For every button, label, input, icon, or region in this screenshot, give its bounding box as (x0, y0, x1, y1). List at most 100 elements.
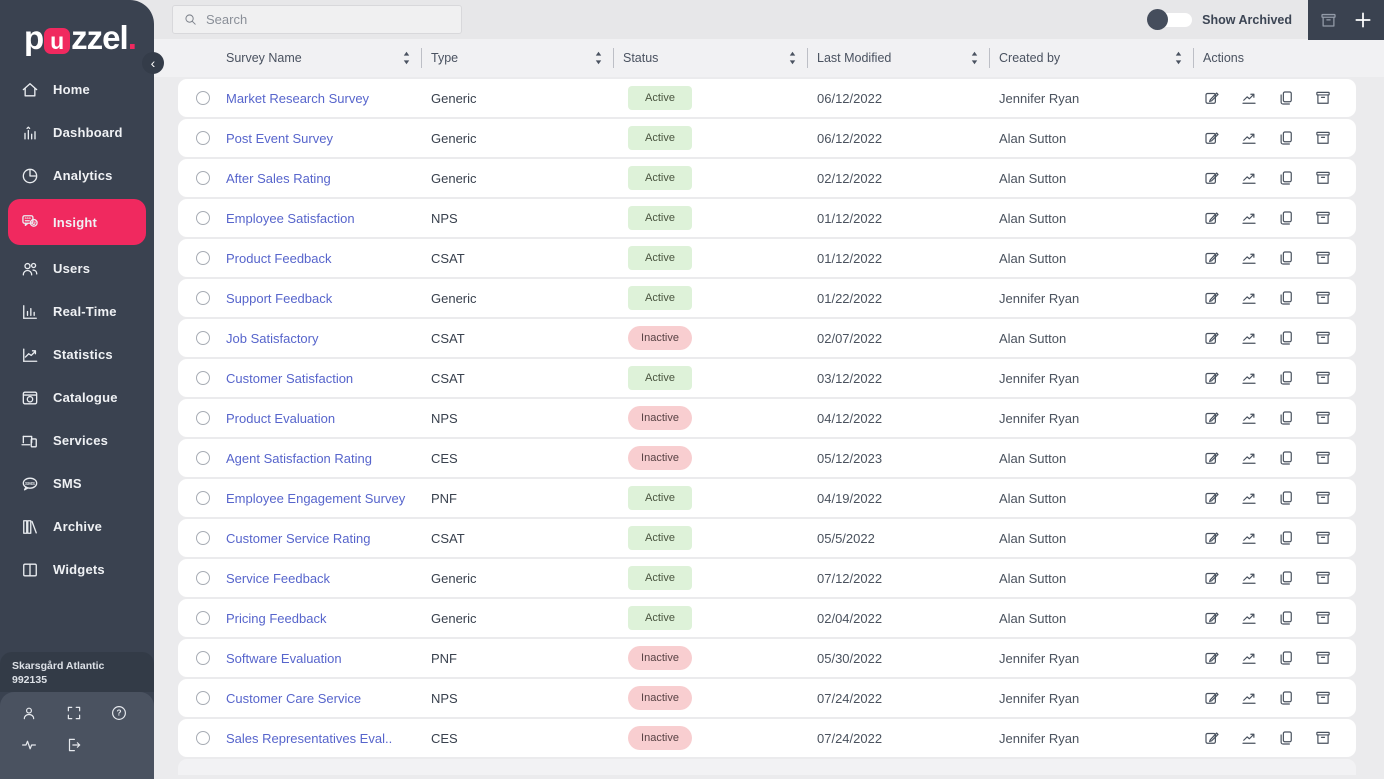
row-select-radio[interactable] (196, 251, 210, 265)
stats-icon[interactable] (1240, 449, 1258, 467)
stats-icon[interactable] (1240, 129, 1258, 147)
survey-name-link[interactable]: Service Feedback (226, 570, 331, 586)
edit-icon[interactable] (1203, 289, 1221, 307)
archive-icon[interactable] (1314, 129, 1332, 147)
stats-icon[interactable] (1240, 569, 1258, 587)
edit-icon[interactable] (1203, 169, 1221, 187)
stats-icon[interactable] (1240, 369, 1258, 387)
search-input[interactable] (206, 12, 451, 27)
copy-icon[interactable] (1277, 529, 1295, 547)
copy-icon[interactable] (1277, 129, 1295, 147)
archive-icon[interactable] (1314, 609, 1332, 627)
survey-name-link[interactable]: Product Feedback (226, 250, 332, 266)
row-select-radio[interactable] (196, 171, 210, 185)
copy-icon[interactable] (1277, 729, 1295, 747)
search-box[interactable] (172, 5, 462, 34)
sidebar-item-analytics[interactable]: Analytics (0, 154, 154, 197)
archive-icon[interactable] (1314, 329, 1332, 347)
edit-icon[interactable] (1203, 369, 1221, 387)
archive-icon[interactable] (1314, 449, 1332, 467)
help-icon[interactable]: ? (110, 704, 128, 722)
add-survey-icon[interactable] (1353, 10, 1373, 30)
sort-icon[interactable] (1173, 51, 1184, 65)
stats-icon[interactable] (1240, 529, 1258, 547)
survey-name-link[interactable]: Sales Representatives Eval.. (226, 730, 393, 746)
fullscreen-icon[interactable] (65, 704, 83, 722)
edit-icon[interactable] (1203, 609, 1221, 627)
row-select-radio[interactable] (196, 571, 210, 585)
sort-icon[interactable] (401, 51, 412, 65)
archive-icon[interactable] (1314, 89, 1332, 107)
stats-icon[interactable] (1240, 609, 1258, 627)
stats-icon[interactable] (1240, 209, 1258, 227)
archive-box-icon[interactable] (1319, 11, 1338, 30)
sidebar-item-sms[interactable]: SMS SMS (0, 462, 154, 505)
stats-icon[interactable] (1240, 489, 1258, 507)
row-select-radio[interactable] (196, 451, 210, 465)
archive-icon[interactable] (1314, 569, 1332, 587)
archive-icon[interactable] (1314, 649, 1332, 667)
row-select-radio[interactable] (196, 331, 210, 345)
sidebar-item-services[interactable]: Services (0, 419, 154, 462)
survey-name-link[interactable]: Pricing Feedback (226, 610, 327, 626)
copy-icon[interactable] (1277, 169, 1295, 187)
sidebar-item-insight[interactable]: Insight (8, 199, 146, 245)
survey-name-link[interactable]: Support Feedback (226, 290, 333, 306)
row-select-radio[interactable] (196, 411, 210, 425)
sidebar-collapse-button[interactable]: ‹ (142, 52, 164, 74)
column-header-status[interactable]: Status (613, 39, 807, 77)
copy-icon[interactable] (1277, 609, 1295, 627)
copy-icon[interactable] (1277, 369, 1295, 387)
edit-icon[interactable] (1203, 449, 1221, 467)
sort-icon[interactable] (593, 51, 604, 65)
archive-icon[interactable] (1314, 409, 1332, 427)
survey-name-link[interactable]: Product Evaluation (226, 410, 336, 426)
row-select-radio[interactable] (196, 691, 210, 705)
copy-icon[interactable] (1277, 449, 1295, 467)
survey-name-link[interactable]: Employee Satisfaction (226, 210, 355, 226)
edit-icon[interactable] (1203, 409, 1221, 427)
copy-icon[interactable] (1277, 409, 1295, 427)
sidebar-item-statistics[interactable]: Statistics (0, 333, 154, 376)
profile-icon[interactable] (20, 704, 38, 722)
survey-name-link[interactable]: Employee Engagement Survey (226, 490, 406, 506)
survey-name-link[interactable]: After Sales Rating (226, 170, 331, 186)
stats-icon[interactable] (1240, 329, 1258, 347)
sort-icon[interactable] (969, 51, 980, 65)
edit-icon[interactable] (1203, 89, 1221, 107)
edit-icon[interactable] (1203, 489, 1221, 507)
edit-icon[interactable] (1203, 689, 1221, 707)
edit-icon[interactable] (1203, 569, 1221, 587)
column-header-last-modified[interactable]: Last Modified (807, 39, 989, 77)
edit-icon[interactable] (1203, 329, 1221, 347)
copy-icon[interactable] (1277, 569, 1295, 587)
row-select-radio[interactable] (196, 371, 210, 385)
row-select-radio[interactable] (196, 131, 210, 145)
column-header-survey-name[interactable]: Survey Name (216, 39, 421, 77)
copy-icon[interactable] (1277, 689, 1295, 707)
copy-icon[interactable] (1277, 489, 1295, 507)
stats-icon[interactable] (1240, 89, 1258, 107)
survey-name-link[interactable]: Software Evaluation (226, 650, 342, 666)
copy-icon[interactable] (1277, 209, 1295, 227)
edit-icon[interactable] (1203, 249, 1221, 267)
copy-icon[interactable] (1277, 249, 1295, 267)
edit-icon[interactable] (1203, 209, 1221, 227)
edit-icon[interactable] (1203, 649, 1221, 667)
survey-name-link[interactable]: Post Event Survey (226, 130, 333, 146)
stats-icon[interactable] (1240, 409, 1258, 427)
sidebar-item-catalogue[interactable]: Catalogue (0, 376, 154, 419)
survey-name-link[interactable]: Customer Care Service (226, 690, 362, 706)
archive-icon[interactable] (1314, 529, 1332, 547)
archive-icon[interactable] (1314, 249, 1332, 267)
archive-icon[interactable] (1314, 489, 1332, 507)
archive-icon[interactable] (1314, 169, 1332, 187)
survey-name-link[interactable]: Customer Satisfaction (226, 370, 354, 386)
sidebar-item-users[interactable]: Users (0, 247, 154, 290)
copy-icon[interactable] (1277, 649, 1295, 667)
stats-icon[interactable] (1240, 649, 1258, 667)
stats-icon[interactable] (1240, 169, 1258, 187)
row-select-radio[interactable] (196, 211, 210, 225)
copy-icon[interactable] (1277, 289, 1295, 307)
column-header-created-by[interactable]: Created by (989, 39, 1193, 77)
